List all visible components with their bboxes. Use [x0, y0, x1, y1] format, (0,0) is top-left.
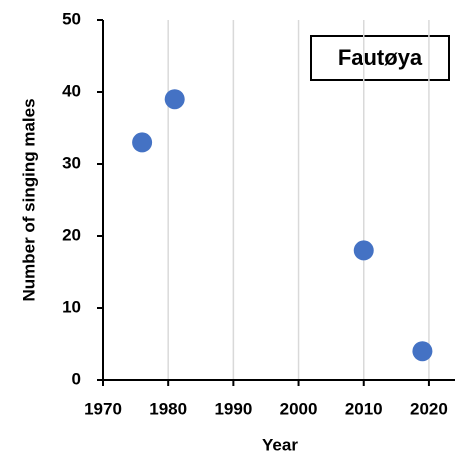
y-tick-label: 40: [62, 81, 81, 100]
annotation-box: [310, 35, 450, 81]
x-tick-label: 2000: [280, 399, 318, 418]
y-tick-label: 20: [62, 225, 81, 244]
x-axis-label: Year: [262, 435, 298, 454]
point: [164, 89, 185, 110]
y-tick-label: 30: [62, 153, 81, 172]
x-tick-label: 1980: [149, 399, 187, 418]
point: [412, 341, 433, 362]
x-tick-label: 1990: [214, 399, 252, 418]
x-tick-label: 2020: [410, 399, 448, 418]
x-tick-label: 2010: [345, 399, 383, 418]
y-tick-label: 10: [62, 297, 81, 316]
y-tick-label: 50: [62, 9, 81, 28]
x-tick-label: 1970: [84, 399, 122, 418]
annotation: Fautøya: [338, 45, 423, 70]
y-tick-label: 0: [72, 369, 81, 388]
point: [353, 240, 374, 261]
y-axis-label: Number of singing males: [19, 98, 38, 301]
point: [132, 132, 153, 153]
